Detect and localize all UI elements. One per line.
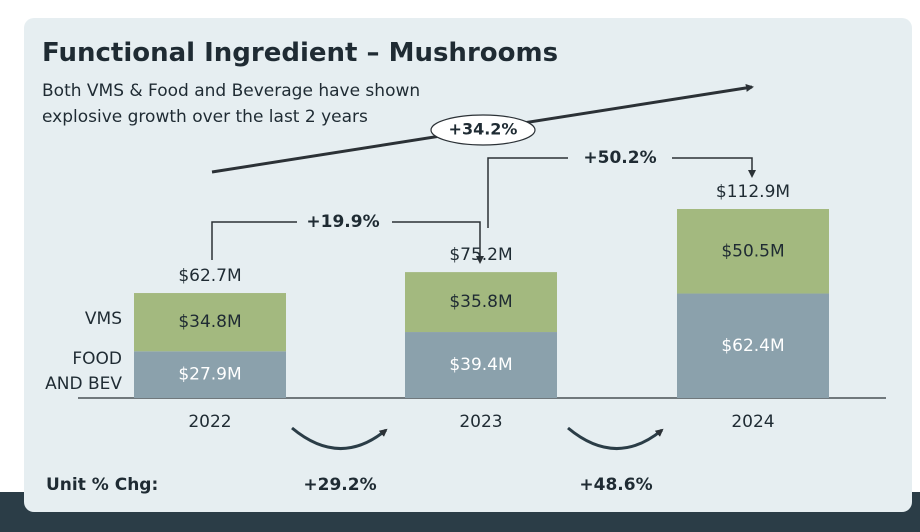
unit-change-label: +48.6% [579,475,652,495]
curve-arrows [291,426,664,450]
bar-segment [405,332,557,398]
legend-label: FOOD AND BEV [45,349,122,394]
unit-change-label: +29.2% [303,475,376,495]
value-label: $27.9M [178,365,241,385]
bar-segment [677,209,829,294]
total-label: $62.7M [178,266,241,286]
growth-ellipse [430,114,536,146]
x-tick-label: 2023 [459,412,502,432]
chart-title: Functional Ingredient – Mushrooms [42,38,559,68]
brackets [211,157,752,262]
value-label: $39.4M [449,355,512,375]
x-tick-label: 2022 [188,412,231,432]
value-label: $62.4M [721,336,784,356]
total-label: $75.2M [449,245,512,265]
growth-label: +19.9% [306,212,379,232]
unit-change-title: Unit % Chg: [46,475,158,495]
x-tick-label: 2024 [731,412,774,432]
bar-segment [134,351,286,398]
bar-segment [134,293,286,352]
bar-segment [405,272,557,333]
growth-label: +50.2% [583,148,656,168]
overall-growth-label: +34.2% [449,120,518,139]
value-label: $35.8M [449,292,512,312]
legend-label: VMS [84,309,122,329]
bar-segment [677,293,829,398]
total-label: $112.9M [716,182,790,202]
chart-subtitle: Both VMS & Food and Beverage have shown … [42,81,421,127]
value-label: $50.5M [721,241,784,261]
value-label: $34.8M [178,312,241,332]
